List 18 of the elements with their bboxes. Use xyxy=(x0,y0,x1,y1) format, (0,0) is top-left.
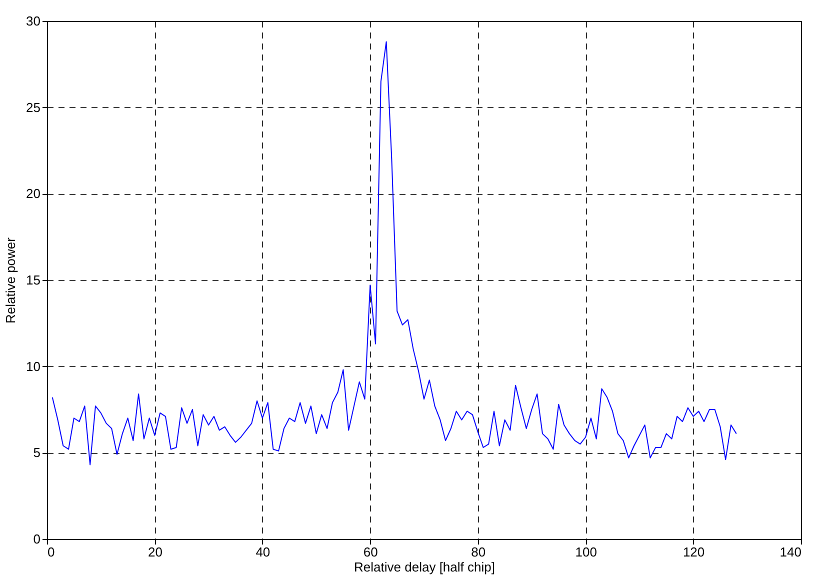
x-tick-label: 80 xyxy=(471,544,486,560)
x-tick-label: 40 xyxy=(256,544,270,560)
x-tick-label: 0 xyxy=(48,544,55,560)
y-tick-label: 30 xyxy=(26,14,40,28)
x-axis-title: Relative delay [half chip] xyxy=(354,560,495,574)
y-tick-label: 5 xyxy=(33,445,40,460)
y-tick-label: 25 xyxy=(26,100,40,115)
y-tick-label: 15 xyxy=(26,272,40,288)
y-tick-label: 10 xyxy=(26,358,40,374)
x-tick-label: 120 xyxy=(682,544,705,560)
y-tick-label: 0 xyxy=(33,532,40,546)
x-tick-label: 100 xyxy=(575,544,597,560)
x-tick-label: 140 xyxy=(780,544,802,560)
x-tick-label: 20 xyxy=(148,544,162,560)
x-tick-label: 60 xyxy=(363,544,378,560)
line-series xyxy=(52,41,737,466)
y-tick-label: 20 xyxy=(26,186,40,202)
y-axis-title: Relative power xyxy=(3,236,18,324)
